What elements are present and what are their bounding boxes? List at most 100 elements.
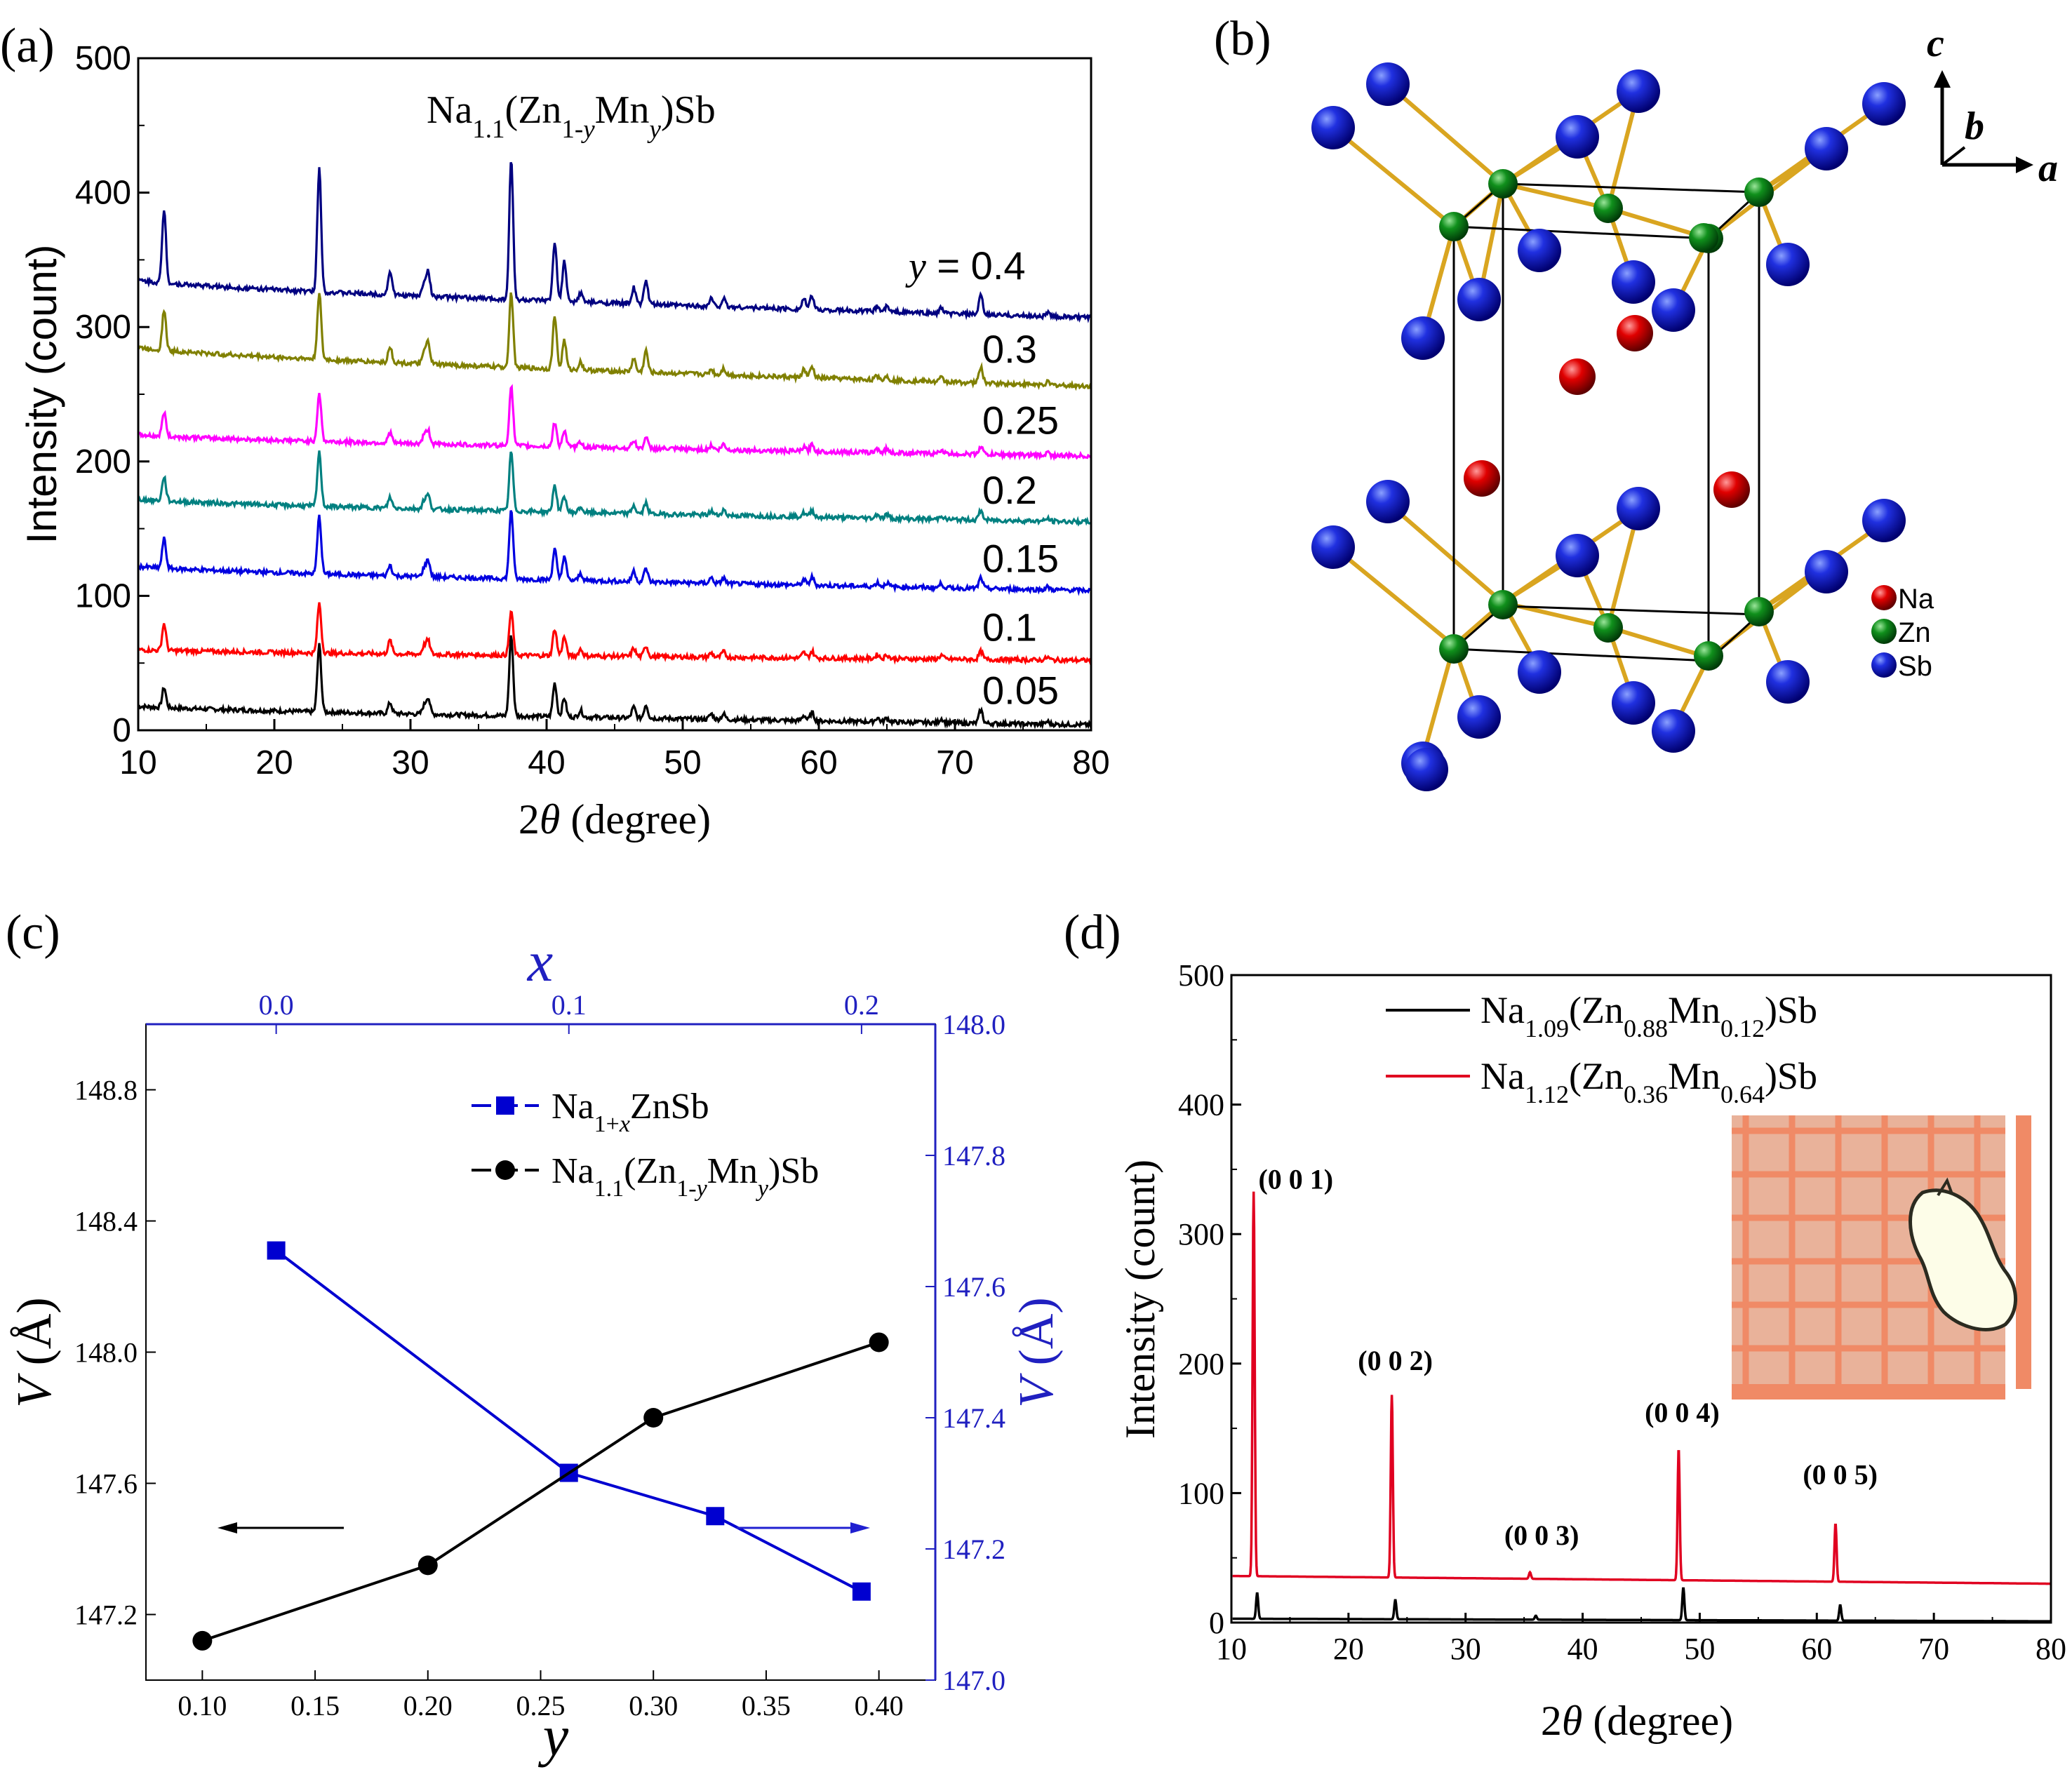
- xrd-panel-d: 10 20 30 40 50 60 70 80 0 100 200 300 400 500 (0 0 1)…: [1117, 958, 2066, 1744]
- x-tick-label-d: 70: [1918, 1632, 1949, 1666]
- y-tick-label-d: 200: [1178, 1347, 1224, 1381]
- x-tick-label-d: 80: [2036, 1632, 2066, 1666]
- atom-zn: [1694, 641, 1723, 671]
- xrd-curve-0.2: [137, 450, 1092, 527]
- atom-sb: [1311, 525, 1355, 569]
- y-tick-label-c: 148.0: [74, 1337, 138, 1369]
- panel-label-b: (b): [1214, 12, 1271, 66]
- x-tick-label-d: 60: [1801, 1632, 1832, 1666]
- left-axis-arrow: [218, 1522, 344, 1533]
- xrd-curve-0.3: [137, 292, 1092, 391]
- atom-sb: [1766, 660, 1810, 704]
- grid-paper: [1732, 1115, 2031, 1400]
- atom-na: [1559, 358, 1596, 395]
- x-tick-label-a: 10: [119, 744, 156, 781]
- data-point-square: [706, 1507, 725, 1526]
- xrd-curve-0.25: [137, 384, 1092, 462]
- x-tick-label-c: 0.20: [403, 1690, 453, 1721]
- atom-na: [1464, 460, 1500, 497]
- atom-sb: [1405, 748, 1448, 791]
- curve-label-3: 0.2: [982, 468, 1037, 512]
- x2-axis-label-c: x: [527, 929, 553, 993]
- y2-tick-label-c: 147.0: [942, 1665, 1005, 1696]
- axis-a-label: a: [2038, 147, 2058, 190]
- y-tick-label-a: 0: [112, 712, 131, 749]
- atom-sb: [1518, 229, 1561, 272]
- atom-sb: [1612, 681, 1655, 725]
- volume-panel-c: 0.10 0.15 0.20 0.25 0.30 0.35 0.40 147.2 147.6 14…: [8, 929, 1064, 1768]
- atom-sb: [1612, 260, 1655, 304]
- legend-swatch-sb: [1871, 652, 1897, 678]
- y2-tick-label-c: 147.8: [942, 1140, 1005, 1172]
- y-tick-label-d: 100: [1178, 1476, 1224, 1510]
- series-line-0: [275, 1249, 862, 1593]
- atom-sb: [1617, 487, 1660, 530]
- atom-sb: [1805, 550, 1848, 593]
- atom-sb: [1805, 127, 1848, 170]
- legend-label-d-0: Na1.09(Zn0.88Mn0.12)Sb: [1481, 989, 1817, 1042]
- atom-na: [1617, 315, 1653, 351]
- atom-na: [1713, 471, 1750, 508]
- data-point-circle: [417, 1555, 438, 1576]
- y-tick-label-d: 400: [1178, 1088, 1224, 1122]
- x-tick-label-d: 30: [1450, 1632, 1481, 1666]
- x-tick-label-d: 20: [1333, 1632, 1364, 1666]
- xrd-curve-0.15: [137, 510, 1092, 596]
- bond: [1332, 544, 1455, 647]
- bond: [1386, 501, 1504, 605]
- atom-sb: [1652, 709, 1695, 753]
- x-tick-label-a: 80: [1072, 744, 1109, 781]
- atom-sb: [1556, 115, 1599, 159]
- xrd-curve-0.1: [137, 602, 1092, 666]
- atom-zn: [1439, 634, 1469, 664]
- y-tick-label-a: 500: [75, 40, 131, 77]
- legend-swatch-na: [1871, 585, 1897, 610]
- atom-zn: [1744, 177, 1774, 207]
- atom-zn: [1488, 169, 1518, 199]
- y-tick-label-d: 0: [1209, 1606, 1224, 1640]
- curve-label-1: 0.3: [982, 327, 1037, 371]
- axis-ticks-c: 0.10 0.15 0.20 0.25 0.30 0.35 0.40 147.2 147.6 14…: [74, 989, 1005, 1721]
- y-tick-label-a: 200: [75, 443, 131, 481]
- y-tick-label-a: 400: [75, 175, 131, 212]
- y2-axis-label-c: V (Å): [1010, 1297, 1064, 1407]
- x-tick-label-a: 40: [528, 744, 565, 781]
- bond: [1332, 126, 1455, 229]
- atom-sb: [1862, 499, 1906, 542]
- legend-label-d-1: Na1.12(Zn0.36Mn0.64)Sb: [1481, 1055, 1817, 1108]
- atom-sb: [1401, 316, 1445, 360]
- x-tick-label-a: 30: [392, 744, 429, 781]
- x-tick-label-a: 70: [936, 744, 973, 781]
- series-line-1: [201, 1341, 880, 1642]
- xrd-curve-d-1: [1232, 1191, 2051, 1585]
- y-tick-label-c: 148.8: [74, 1075, 138, 1106]
- y-tick-label-c: 148.4: [74, 1206, 138, 1237]
- x-tick-label-d: 50: [1684, 1632, 1715, 1666]
- x-axis-label-c: y: [538, 1704, 569, 1768]
- peak-label-0: (0 0 1): [1258, 1164, 1333, 1195]
- curve-label-0: y = 0.4: [905, 243, 1026, 288]
- legend-marker-circle: [495, 1160, 515, 1180]
- peak-label-4: (0 0 5): [1803, 1458, 1878, 1490]
- bond: [1421, 645, 1456, 758]
- atom-sb: [1652, 288, 1695, 332]
- peak-label-1: (0 0 2): [1358, 1345, 1433, 1376]
- y-tick-label-c: 147.6: [74, 1468, 138, 1500]
- x-tick-label-c: 0.30: [629, 1690, 678, 1721]
- y-tick-label-d: 500: [1178, 958, 1224, 993]
- atom-sb: [1311, 106, 1355, 149]
- xrd-curve-0.05: [138, 635, 1092, 730]
- y-tick-label-a: 300: [75, 309, 131, 346]
- legend-label-c-1: Na1.1(Zn1-yMny)Sb: [552, 1151, 819, 1202]
- axis-ticks-a: 10 20 30 40 50 60 70 80 0 100 200 300 400 500: [75, 40, 1110, 781]
- axis-ticks-d: 10 20 30 40 50 60 70 80 0 100 200 300 400 500: [1178, 958, 2066, 1666]
- y-tick-label-a: 100: [75, 577, 131, 615]
- xrd-panel-a: 10 20 30 40 50 60 70 80 0 100 200 300 400 500 y = 0.4…: [18, 40, 1110, 843]
- data-point-circle: [869, 1332, 889, 1353]
- axis-c-label: c: [1927, 22, 1944, 65]
- x-tick-label-a: 50: [664, 744, 701, 781]
- chart-title-a: Na1.1(Zn1-yMny)Sb: [427, 88, 716, 144]
- unit-cell: [1451, 182, 1762, 662]
